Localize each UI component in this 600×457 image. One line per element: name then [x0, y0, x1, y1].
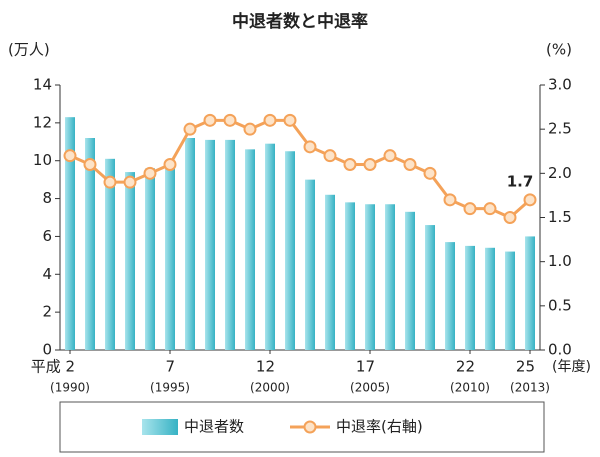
x-sublabel: (2013)	[510, 381, 550, 395]
x-tick-label: 7	[165, 358, 175, 376]
bar	[325, 194, 335, 350]
marker	[423, 166, 437, 180]
bar	[425, 225, 435, 350]
marker	[63, 149, 77, 163]
y-tick-label: 8	[42, 189, 52, 207]
marker	[303, 140, 317, 154]
y-tick-label: 4	[42, 265, 52, 283]
marker	[383, 149, 397, 163]
x-sublabel: (2000)	[250, 381, 290, 395]
bar	[85, 138, 95, 350]
marker	[343, 158, 357, 171]
bar	[305, 179, 315, 350]
marker	[203, 113, 217, 127]
x-tick-label: 平成 2	[31, 358, 75, 376]
marker	[403, 158, 417, 171]
marker	[443, 193, 457, 207]
bar	[465, 245, 475, 350]
y-tick-label: 14	[33, 76, 52, 94]
marker	[243, 122, 257, 136]
marker	[123, 175, 137, 189]
bar	[525, 236, 535, 350]
bar	[405, 211, 415, 350]
bar	[485, 247, 495, 350]
bar	[165, 162, 175, 350]
x-axis-suffix: (年度)	[552, 359, 591, 375]
legend-label: 中退者数	[184, 418, 244, 436]
x-tick-label: 17	[356, 358, 375, 376]
x-tick-label: 22	[456, 358, 475, 376]
y-tick-label: 12	[33, 113, 52, 131]
bar	[245, 149, 255, 350]
y2-tick-label: 2.0	[548, 164, 572, 182]
legend-swatch	[142, 419, 178, 435]
marker	[163, 158, 177, 171]
marker	[363, 158, 377, 171]
marker	[323, 149, 337, 163]
bar	[365, 204, 375, 350]
marker	[483, 202, 497, 216]
x-sublabel: (1995)	[150, 381, 190, 395]
legend-marker	[303, 420, 317, 434]
y-tick-label: 2	[42, 303, 52, 321]
marker	[83, 158, 97, 171]
marker	[523, 193, 537, 207]
bar	[345, 202, 355, 350]
chart-title: 中退者数と中退率	[232, 11, 368, 32]
bar	[145, 168, 155, 350]
bar	[445, 242, 455, 350]
bar	[265, 143, 275, 350]
line	[69, 118, 531, 220]
marker	[503, 211, 517, 224]
bar	[225, 139, 235, 350]
legend-label: 中退率(右軸)	[336, 418, 423, 436]
y-tick-label: 6	[42, 227, 52, 245]
y-tick-label: 0	[42, 341, 52, 359]
y-tick-label: 10	[33, 151, 52, 169]
y2-axis-label: (%)	[546, 41, 572, 59]
marker	[183, 122, 197, 136]
bar	[105, 158, 115, 350]
y2-tick-label: 1.5	[548, 208, 572, 226]
marker	[223, 113, 237, 127]
data-label: 1.7	[507, 172, 534, 190]
x-sublabel: (2010)	[450, 381, 490, 395]
bar	[505, 251, 515, 350]
bar	[125, 172, 135, 350]
x-sublabel: (2005)	[350, 381, 390, 395]
y2-tick-label: 1.0	[548, 252, 572, 270]
y2-tick-label: 2.5	[548, 120, 572, 138]
bar	[65, 117, 75, 350]
bar	[185, 138, 195, 350]
bar	[285, 151, 295, 350]
marker	[263, 113, 277, 127]
marker	[103, 175, 117, 189]
x-tick-label: 12	[256, 358, 275, 376]
marker	[463, 202, 477, 216]
marker	[143, 166, 157, 180]
x-tick-label: 25	[516, 358, 535, 376]
bar	[385, 204, 395, 350]
y2-tick-label: 3.0	[548, 76, 572, 94]
marker	[283, 113, 297, 127]
y2-tick-label: 0.5	[548, 296, 572, 314]
y2-tick-label: 0.0	[548, 341, 572, 359]
y-axis-label: (万人)	[8, 41, 50, 59]
x-sublabel: (1990)	[50, 381, 90, 395]
bar	[205, 139, 215, 350]
